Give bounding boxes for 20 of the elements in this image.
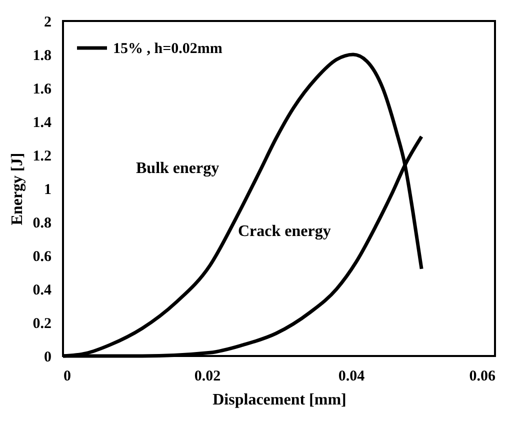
legend-label: 15% , h=0.02mm (113, 41, 223, 57)
annotation: Bulk energy (136, 160, 220, 177)
y-tick-label: 0.6 (32, 249, 52, 265)
y-tick-label: 0.2 (32, 316, 52, 332)
x-tick-label: 0 (64, 368, 71, 384)
y-tick-label: 2 (44, 14, 52, 30)
y-tick-label: 1.4 (32, 115, 52, 131)
y-tick-label: 1.6 (32, 82, 52, 98)
annotation: Crack energy (238, 223, 331, 240)
y-tick-label: 1 (44, 182, 52, 198)
y-tick-label: 1.2 (32, 148, 52, 164)
x-tick-label: 0.02 (194, 368, 221, 384)
y-axis-title: Energy [J] (8, 152, 26, 226)
x-axis-title: Displacement [mm] (212, 392, 346, 408)
x-tick-label: 0.04 (338, 368, 366, 384)
y-tick-label: 1.8 (32, 48, 52, 64)
y-tick-label: 0.8 (32, 216, 52, 232)
y-tick-label: 0 (44, 350, 52, 366)
y-tick-label: 0.4 (32, 282, 52, 298)
x-tick-label: 0.06 (469, 368, 496, 384)
